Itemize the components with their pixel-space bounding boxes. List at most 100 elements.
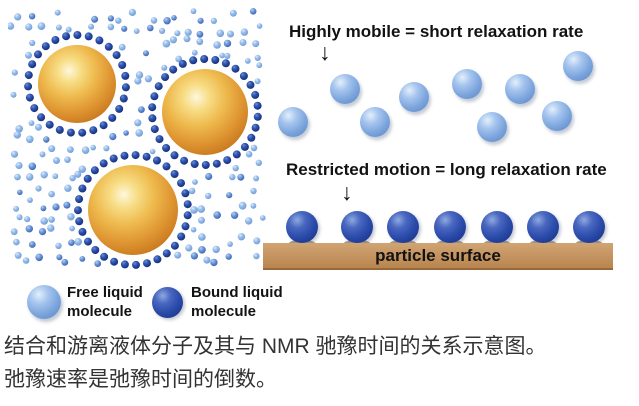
restricted-motion-label: Restricted motion = long relaxation rate xyxy=(286,160,607,179)
bound-molecule-dot xyxy=(150,125,159,134)
bound-molecule-dot xyxy=(84,32,93,41)
free-molecule-dot xyxy=(227,30,234,38)
free-molecule xyxy=(477,112,507,142)
caption-line-2: 弛豫速率是弛豫时间的倒数。 xyxy=(4,368,277,391)
bound-molecule-dot xyxy=(142,152,151,161)
bound-molecule-dot xyxy=(153,255,162,264)
bound-molecule-dot xyxy=(90,166,99,175)
bound-molecule-dot xyxy=(170,151,179,160)
free-molecule-dot xyxy=(118,43,126,51)
free-molecule-dot xyxy=(52,173,59,180)
particle-sphere xyxy=(162,69,248,155)
bound-molecule-dot xyxy=(211,56,220,64)
free-molecule-dot xyxy=(254,78,261,85)
free-molecule-dot xyxy=(107,15,114,22)
free-molecule-dot xyxy=(196,30,204,38)
free-molecule-dot xyxy=(10,228,18,236)
bound-molecule-dot xyxy=(231,64,240,73)
free-molecule-dot xyxy=(40,171,48,179)
free-molecule xyxy=(278,107,308,137)
caption: 结合和游离液体分子及其与 NMR 驰豫时间的关系示意图。 弛豫速率是弛豫时间的倒… xyxy=(4,330,638,396)
free-molecule-dot xyxy=(134,77,142,85)
free-molecule-dot xyxy=(13,131,21,139)
free-molecule-dot xyxy=(48,216,55,223)
free-molecule xyxy=(452,69,482,99)
bound-molecule-dot xyxy=(170,170,179,178)
free-molecule-dot xyxy=(25,225,33,233)
bound-molecule-dot xyxy=(78,227,87,236)
bound-molecule-dot xyxy=(78,184,87,193)
bound-molecule-dot xyxy=(121,83,130,92)
free-molecule-dot xyxy=(56,254,63,261)
bound-molecule-dot xyxy=(253,112,262,121)
bound-molecule-dot xyxy=(118,61,127,69)
free-molecule-dot xyxy=(205,172,213,181)
free-molecule-dot xyxy=(237,233,246,241)
free-molecule-dot xyxy=(79,256,86,262)
free-molecule-dot xyxy=(81,146,90,154)
down-arrow-icon: ↓ xyxy=(319,39,331,65)
free-molecule-dot xyxy=(213,41,221,49)
free-molecule-dot xyxy=(14,173,21,181)
free-molecule-dot xyxy=(190,252,198,260)
bound-molecule xyxy=(481,211,513,243)
bound-molecule-dot xyxy=(223,156,232,165)
free-molecule-dot xyxy=(22,257,30,264)
free-molecule xyxy=(399,82,429,112)
bound-molecule-dot xyxy=(41,42,50,51)
particle-surface-label: particle surface xyxy=(375,245,501,265)
bound-molecule-dot xyxy=(91,246,100,254)
free-molecule-dot xyxy=(68,239,75,246)
free-molecule-dot xyxy=(250,202,257,209)
free-molecule-dot xyxy=(245,150,253,158)
free-molecule-dot xyxy=(15,161,23,170)
free-molecule-dot xyxy=(253,252,260,260)
bound-molecule-dot xyxy=(30,104,39,113)
free-molecule-dot xyxy=(159,27,166,34)
bound-molecule-dot xyxy=(181,189,190,198)
bound-molecule-dot xyxy=(200,55,209,63)
free-molecule-dot xyxy=(147,24,154,32)
free-molecule-dot xyxy=(191,49,198,56)
particle-suspension-panel xyxy=(8,8,266,269)
bound-molecule-dot xyxy=(251,123,260,132)
free-molecule-dot xyxy=(64,156,71,163)
free-molecule-dot xyxy=(10,91,17,98)
free-molecule-dot xyxy=(35,185,42,192)
bound-molecule-dot xyxy=(83,174,92,183)
bound-molecule-dot xyxy=(190,160,199,168)
free-molecule-dot xyxy=(55,24,62,31)
bound-molecule-dot xyxy=(232,150,241,159)
free-molecule-dot xyxy=(190,8,197,15)
free-molecule-dot xyxy=(190,226,197,233)
free-molecule-dot xyxy=(13,205,20,212)
free-molecule-dot xyxy=(260,215,266,221)
free-molecule-dot xyxy=(237,173,245,181)
free-molecule xyxy=(330,74,360,104)
bound-molecule-dot xyxy=(37,113,46,122)
bound-molecule-dot xyxy=(99,159,108,168)
free-molecule-dot xyxy=(253,175,260,182)
free-molecule-dot xyxy=(224,52,231,60)
bound-molecule-dot xyxy=(95,36,104,45)
bound-molecule-dot xyxy=(62,32,71,41)
bound-molecule-dot xyxy=(221,59,230,68)
free-molecule-dot xyxy=(232,164,239,172)
free-molecule-dot xyxy=(28,13,36,20)
free-molecule-dot xyxy=(138,106,145,113)
bound-molecule-dot xyxy=(55,125,64,134)
free-molecule-dot xyxy=(239,39,247,46)
free-molecule-dot xyxy=(103,145,110,152)
bound-molecule-dot xyxy=(109,154,118,163)
bound-molecule-dot xyxy=(212,159,221,168)
bound-molecule-dot xyxy=(178,59,187,68)
bound-molecule xyxy=(286,211,318,243)
free-molecule-dot xyxy=(27,197,33,204)
free-molecule-dot xyxy=(256,62,263,69)
bound-molecule-dot xyxy=(177,232,186,241)
free-molecule-dot xyxy=(184,28,192,36)
bound-molecule-dot xyxy=(51,36,60,44)
free-molecule-dot xyxy=(190,206,198,214)
free-molecule-dot xyxy=(254,54,261,62)
free-molecule-dot xyxy=(43,136,50,143)
